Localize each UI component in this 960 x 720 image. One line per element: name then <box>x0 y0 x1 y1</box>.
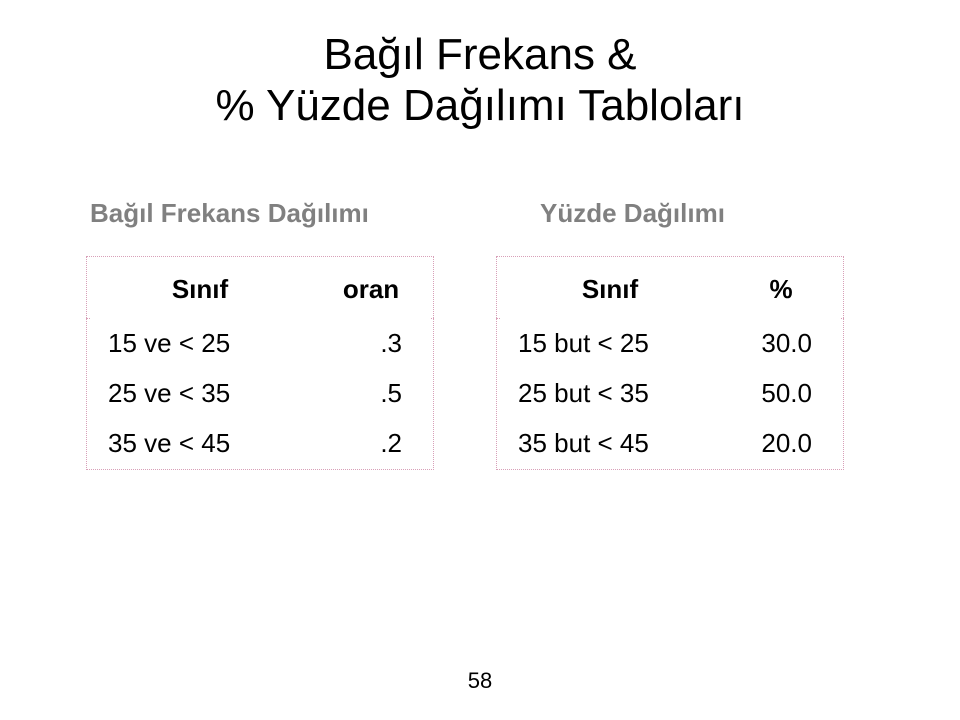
table-row: 25 but < 35 50.0 <box>500 368 840 418</box>
right-table: Sınıf % 15 but < 25 30.0 25 but < 35 50.… <box>500 260 840 468</box>
cell-value: .5 <box>311 368 430 418</box>
page-number: 58 <box>0 668 960 694</box>
right-table-heading: Yüzde Dağılımı <box>540 198 725 229</box>
cell-value: 50.0 <box>721 368 840 418</box>
table-header-row: Sınıf % <box>500 260 840 318</box>
slide: Bağıl Frekans & % Yüzde Dağılımı Tablola… <box>0 0 960 720</box>
table-row: 35 but < 45 20.0 <box>500 418 840 468</box>
cell-class: 15 ve < 25 <box>90 318 311 368</box>
col-header-value: % <box>721 260 840 318</box>
title-line-2: % Yüzde Dağılımı Tabloları <box>215 81 744 130</box>
table-header-row: Sınıf oran <box>90 260 430 318</box>
cell-value: .3 <box>311 318 430 368</box>
col-header-class: Sınıf <box>90 260 311 318</box>
cell-value: 30.0 <box>721 318 840 368</box>
col-header-value: oran <box>311 260 430 318</box>
cell-value: 20.0 <box>721 418 840 468</box>
col-header-class: Sınıf <box>500 260 721 318</box>
table-row: 15 but < 25 30.0 <box>500 318 840 368</box>
table-row: 35 ve < 45 .2 <box>90 418 430 468</box>
table-row: 15 ve < 25 .3 <box>90 318 430 368</box>
title-line-1: Bağıl Frekans & <box>323 30 636 79</box>
cell-class: 15 but < 25 <box>500 318 721 368</box>
cell-value: .2 <box>311 418 430 468</box>
cell-class: 25 ve < 35 <box>90 368 311 418</box>
slide-title: Bağıl Frekans & % Yüzde Dağılımı Tablola… <box>0 30 960 131</box>
left-table: Sınıf oran 15 ve < 25 .3 25 ve < 35 .5 3… <box>90 260 430 468</box>
table-row: 25 ve < 35 .5 <box>90 368 430 418</box>
cell-class: 25 but < 35 <box>500 368 721 418</box>
left-table-heading: Bağıl Frekans Dağılımı <box>90 198 369 229</box>
cell-class: 35 but < 45 <box>500 418 721 468</box>
cell-class: 35 ve < 45 <box>90 418 311 468</box>
